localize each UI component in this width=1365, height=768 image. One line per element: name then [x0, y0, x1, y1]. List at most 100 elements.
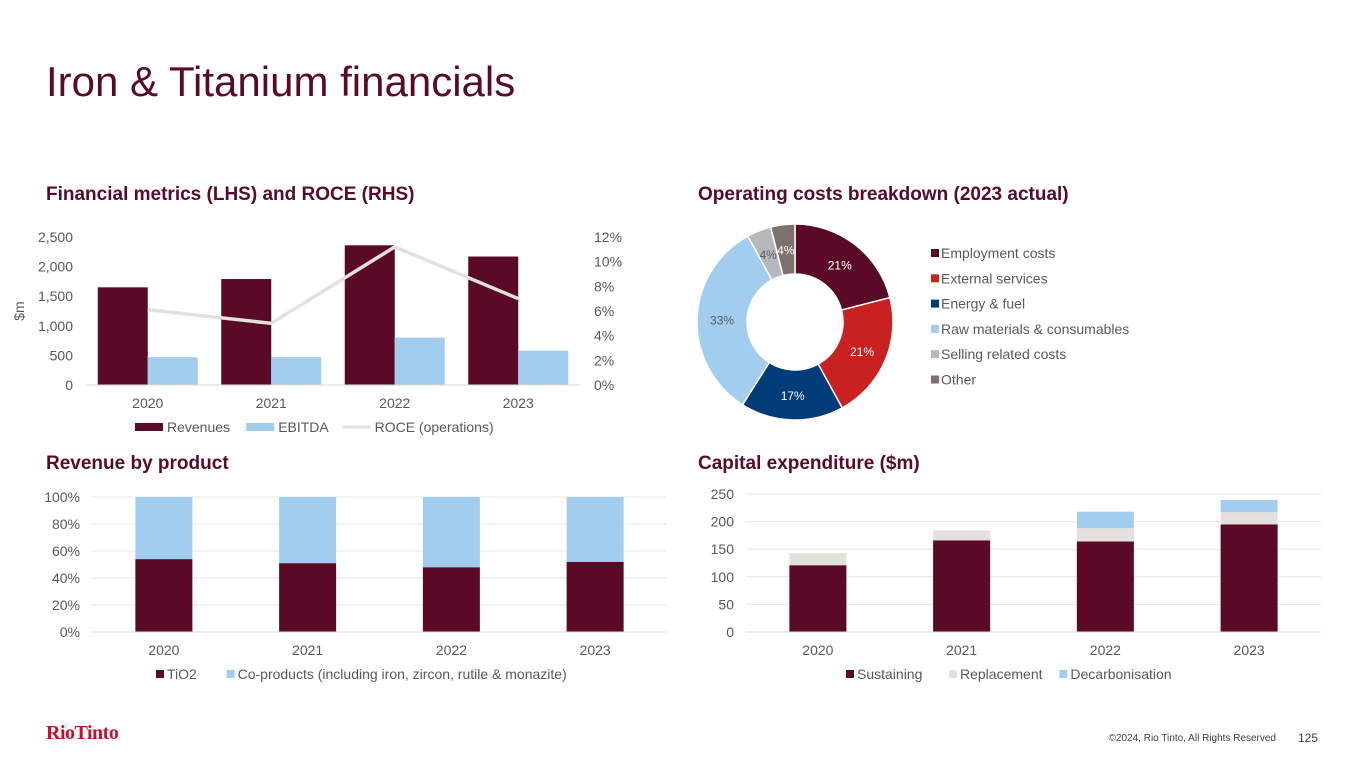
opex-chart-title: Operating costs breakdown (2023 actual) — [698, 184, 1069, 205]
legend-label-roce-operations: ROCE (operations) — [375, 419, 494, 435]
legend-label-co-products-including-iron-zircon-rutile-monazite: Co-products (including iron, zircon, rut… — [238, 666, 567, 682]
legend-label-energy-fuel: Energy & fuel — [941, 296, 1025, 312]
y-tick-label: 100 — [711, 569, 735, 585]
y-tick-label: 2,000 — [38, 259, 73, 275]
legend-swatch-external-services — [931, 274, 939, 283]
slice-employment-costs — [794, 223, 891, 311]
x-tick-label: 2022 — [1090, 642, 1121, 658]
bar-co-products-including-iron-zircon-rutile-monazite-2022 — [422, 497, 480, 568]
copyright-notice: ©2024, Rio Tinto, All Rights Reserved — [1108, 733, 1276, 744]
rio-tinto-logo: RioTinto — [46, 722, 119, 744]
y-tick-label: 80% — [52, 516, 80, 532]
x-tick-label: 2023 — [1234, 642, 1265, 658]
y-tick-label: 2,500 — [38, 229, 73, 245]
page-number: 125 — [1298, 731, 1319, 745]
data-label-other: 4% — [777, 244, 795, 258]
slice-raw-materials-consumables — [696, 235, 773, 406]
data-label-raw-materials-consumables: 33% — [710, 314, 734, 328]
y2-tick-label: 10% — [594, 254, 622, 270]
bar-ebitda-2021 — [271, 357, 322, 385]
y2-tick-label: 8% — [594, 278, 614, 294]
y2-tick-label: 0% — [594, 377, 614, 393]
bar-replacement-2020 — [789, 553, 847, 566]
slice-other — [769, 223, 796, 277]
bar-sustaining-2020 — [789, 565, 847, 632]
y2-tick-label: 4% — [594, 328, 614, 344]
x-tick-label: 2023 — [503, 395, 534, 411]
y-tick-label: 50 — [718, 596, 734, 612]
capex-chart-title: Capital expenditure ($m) — [698, 453, 920, 474]
bar-sustaining-2021 — [933, 540, 991, 632]
x-tick-label: 2021 — [256, 395, 287, 411]
bar-replacement-2023 — [1220, 512, 1278, 525]
data-label-employment-costs: 21% — [828, 258, 852, 272]
y-tick-label: 1,000 — [38, 318, 73, 334]
legend-label-sustaining: Sustaining — [857, 666, 922, 682]
legend-swatch-selling-related-costs — [931, 350, 939, 359]
bar-revenues-2022 — [344, 245, 395, 385]
bar-replacement-2021 — [933, 530, 991, 541]
y-tick-label: 250 — [711, 486, 735, 502]
legend-swatch-tio2 — [156, 670, 164, 678]
legend-label-raw-materials-consumables: Raw materials & consumables — [941, 321, 1129, 337]
bar-co-products-including-iron-zircon-rutile-monazite-2021 — [279, 497, 337, 564]
legend-swatch-raw-materials-consumables — [931, 324, 939, 333]
legend-label-revenues: Revenues — [167, 419, 230, 435]
y-tick-label: 100% — [44, 489, 80, 505]
y-axis-label: $m — [11, 301, 27, 320]
data-label-selling-related-costs: 4% — [759, 248, 777, 262]
bar-tio2-2022 — [422, 567, 480, 632]
bar-revenues-2020 — [97, 287, 148, 385]
data-label-external-services: 21% — [850, 345, 874, 359]
legend-swatch-employment-costs — [931, 249, 939, 257]
bar-replacement-2022 — [1076, 528, 1134, 542]
legend-label-replacement: Replacement — [960, 666, 1043, 682]
bar-sustaining-2023 — [1220, 524, 1278, 632]
financial-chart-title: Financial metrics (LHS) and ROCE (RHS) — [46, 184, 415, 205]
legend-label-ebitda: EBITDA — [278, 419, 329, 435]
bar-revenues-2021 — [221, 279, 272, 385]
legend-swatch-ebitda — [246, 423, 275, 431]
y-tick-label: 1,500 — [38, 288, 73, 304]
legend-swatch-sustaining — [846, 670, 854, 678]
bar-tio2-2020 — [135, 559, 193, 632]
x-tick-label: 2022 — [379, 395, 410, 411]
legend-swatch-other — [931, 375, 939, 384]
x-tick-label: 2020 — [148, 642, 179, 658]
bar-decarbonisation-2023 — [1220, 500, 1278, 513]
y2-tick-label: 2% — [594, 352, 614, 368]
page-title: Iron & Titanium financials — [46, 58, 516, 105]
bar-co-products-including-iron-zircon-rutile-monazite-2023 — [566, 497, 624, 562]
capital-expenditure-chart: 0 50 100 150 200 250 2020 2021 2022 2023 Sustainin… — [711, 486, 1321, 682]
legend-swatch-co-products-including-iron-zircon-rutile-monazite — [226, 670, 235, 678]
legend-label-decarbonisation: Decarbonisation — [1070, 666, 1171, 682]
legend-swatch-revenues — [135, 423, 163, 431]
financial-metrics-chart: 0 500 1,000 1,500 2,000 2,500 0% 2% 4% 6% 8% 10% 12%… — [11, 229, 622, 435]
legend-label-employment-costs: Employment costs — [941, 245, 1055, 261]
legend-label-tio2: TiO2 — [167, 666, 197, 682]
y-tick-label: 500 — [50, 347, 74, 363]
y-tick-label: 200 — [711, 514, 735, 530]
operating-costs-donut-chart: 21% 21% 17% 33% 4% 4% Employment costs External… — [696, 223, 1129, 421]
x-tick-label: 2020 — [802, 642, 833, 658]
bar-decarbonisation-2022 — [1076, 511, 1134, 529]
bar-ebitda-2020 — [147, 357, 198, 385]
bar-ebitda-2023 — [518, 350, 569, 385]
data-label-energy-fuel: 17% — [781, 389, 805, 403]
legend-swatch-decarbonisation — [1059, 670, 1068, 678]
y-tick-label: 0 — [726, 624, 734, 640]
y-tick-label: 0% — [60, 624, 80, 640]
bar-revenues-2023 — [468, 256, 519, 385]
x-tick-label: 2021 — [292, 642, 323, 658]
legend-label-selling-related-costs: Selling related costs — [941, 346, 1066, 362]
bar-ebitda-2022 — [394, 337, 445, 385]
revenue-by-product-chart: 0% 20% 40% 60% 80% 100% 2020 2021 2022 2023 TiO2 Co… — [44, 489, 667, 682]
y-tick-label: 60% — [52, 543, 80, 559]
y2-tick-label: 6% — [594, 303, 614, 319]
bar-tio2-2023 — [566, 561, 624, 632]
y-tick-label: 40% — [52, 570, 80, 586]
slice-external-services — [817, 296, 894, 409]
revenue-chart-title: Revenue by product — [46, 453, 229, 474]
x-tick-label: 2020 — [132, 395, 163, 411]
y2-tick-label: 12% — [594, 229, 622, 245]
